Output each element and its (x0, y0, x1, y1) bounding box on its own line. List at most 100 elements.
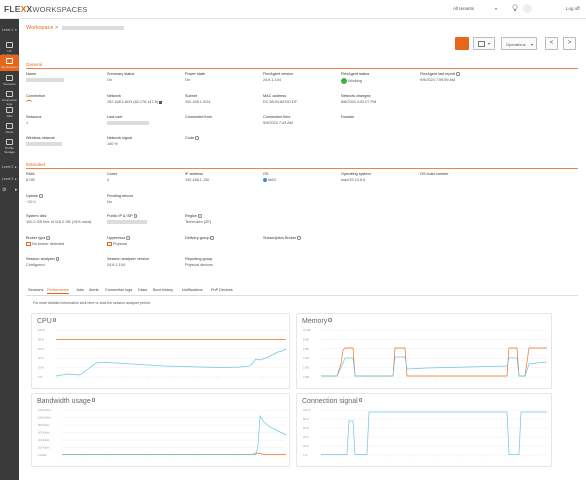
sidebar-item-label: Workspaces (1, 65, 18, 69)
info-icon[interactable] (210, 236, 214, 240)
sidebar-item-connection-logs[interactable]: Connection logs (0, 89, 19, 106)
field-label: Sessions (26, 115, 42, 119)
tenant-selector[interactable]: All tenants (453, 6, 475, 11)
info-icon[interactable] (126, 236, 130, 240)
breadcrumb-separator: > (54, 25, 59, 31)
sidebar-item-workspaces[interactable]: Workspaces (0, 55, 19, 71)
field-label: Network signal (107, 136, 132, 140)
y-tick: 100 % (38, 328, 46, 332)
operations-dropdown[interactable]: Operations ▾ (501, 37, 537, 50)
broker-text: No broker detected (32, 242, 65, 246)
field-value: 9/9/2024 7:59:59 AM (420, 78, 456, 82)
os-text: MAC (268, 178, 277, 182)
field-label: Subscription Broker (263, 236, 301, 240)
signal-chart-svg: 100 % 80 % 60 % 40 % 20 % 0 % (303, 408, 548, 457)
hypervisor-text: Physical (113, 242, 128, 246)
field-value-redacted (26, 78, 64, 82)
field-subscription-broker: Subscription Broker (263, 236, 301, 240)
field-label: Summary status (107, 72, 135, 76)
y-gridlines (321, 409, 548, 456)
field-label: OS build number (420, 172, 449, 176)
field-region: Region Terneuzen (ZE) (185, 214, 211, 224)
storage-icon (6, 139, 13, 145)
edit-icon[interactable] (159, 100, 163, 104)
info-icon[interactable] (198, 214, 202, 218)
y-tick: 400 Kbit/s (38, 438, 50, 442)
y-tick: 0 % (303, 453, 308, 457)
info-icon[interactable] (456, 72, 460, 76)
tab-alerts[interactable]: Alerts (89, 288, 99, 292)
lightbulb-icon[interactable] (512, 4, 518, 12)
next-button[interactable]: > (563, 37, 576, 50)
field-value-redacted (107, 121, 149, 125)
hypervisor-icon (107, 242, 112, 246)
y-tick: 20 % (303, 444, 310, 448)
logoff-link[interactable]: Log off (566, 6, 580, 11)
info-icon[interactable] (52, 318, 57, 322)
field-flexagent-status: FlexAgent status Working (341, 72, 369, 84)
sidebar-item-profile-storage[interactable]: Profile Storage (0, 137, 19, 154)
info-icon[interactable] (328, 318, 332, 322)
alert-icon (6, 123, 13, 129)
sidebar-item-jobs[interactable]: Jobs (0, 105, 19, 120)
field-label-text: Uptime (26, 194, 39, 198)
field-label: Session analyzer (26, 257, 60, 261)
info-icon[interactable] (358, 398, 363, 402)
sidebar-level-1[interactable]: Level 1 ▾ (2, 28, 17, 32)
info-icon[interactable] (46, 236, 50, 240)
field-label-text: Delivery group (185, 236, 210, 240)
y-tick: 200 Kbit/s (38, 446, 50, 450)
settings-menu[interactable]: ⚙ ▸ (2, 187, 18, 193)
tab-notifications[interactable]: Notifications (182, 288, 203, 292)
field-value-redacted (26, 142, 62, 146)
cpu-chart-svg: 100 % 80 % 60 % 40 % 20 % 0 % (38, 328, 287, 379)
x-tick-marks (61, 455, 283, 457)
sessions-icon (6, 75, 13, 81)
field-flexagent-last-report: FlexAgent last report 9/9/2024 7:59:59 A… (420, 72, 460, 82)
field-sessions: Sessions 1 (26, 115, 41, 125)
tab-jobs[interactable]: Jobs (76, 288, 85, 292)
y-tick: 1000 Kbit/s (38, 416, 52, 420)
view-selector-button[interactable]: ▾ (473, 37, 495, 50)
field-label-text: Public IP & ISP (107, 214, 133, 218)
previous-button[interactable]: < (545, 37, 558, 50)
y-tick-labels: 10 GB 8 GB 6 GB 4 GB 2 GB 0 GB (303, 328, 311, 379)
field-label: Session analyzer version (107, 257, 150, 261)
y-tick-labels: 100 % 80 % 60 % 40 % 20 % 0 % (38, 328, 46, 379)
sidebar-item-ux-dashboard[interactable]: UX Dashboard (0, 40, 19, 57)
sidebar-level-label: Level 2 (2, 165, 14, 169)
chart-title-text: Connection signal (302, 398, 358, 405)
breadcrumb-root[interactable]: Workspace (26, 25, 54, 31)
tab-boot-history[interactable]: Boot history (153, 288, 174, 292)
user-avatar[interactable] (523, 4, 532, 13)
tab-performance[interactable]: Performance (47, 288, 69, 294)
sidebar-item-sessions[interactable]: Sessions (0, 73, 19, 88)
sidebar-item-alerts[interactable]: Alerts (0, 121, 19, 136)
tab-disks[interactable]: Disks (138, 288, 148, 292)
tab-connection-logs[interactable]: Connection logs (105, 288, 133, 292)
app-logo[interactable]: FLEXXWORKSPACES (4, 4, 88, 14)
info-icon[interactable] (91, 398, 96, 402)
performance-hint: For more detailed information click here… (33, 301, 150, 305)
info-icon[interactable] (133, 214, 138, 218)
field-value: Working (341, 78, 369, 84)
primary-action-button[interactable] (455, 37, 469, 50)
sidebar-item-label: Sessions (3, 82, 16, 86)
chevron-down-icon[interactable]: ▾ (495, 6, 498, 11)
info-icon[interactable] (195, 136, 199, 140)
sidebar-level-2[interactable]: Level 2 ▸ (2, 165, 17, 169)
field-label: MAC address (263, 94, 287, 98)
field-power-state: Power state On (185, 72, 205, 82)
section-divider (26, 168, 578, 169)
sidebar-level-3[interactable]: Level 3 ▸ (2, 177, 17, 181)
info-icon[interactable] (55, 257, 60, 261)
tab-pnp-devices[interactable]: PnP Devices (211, 288, 233, 292)
field-label: Uptime (26, 194, 43, 198)
info-icon[interactable] (39, 194, 43, 198)
info-icon[interactable] (297, 236, 301, 240)
tab-sessions[interactable]: Sessions (28, 288, 44, 292)
field-label: Network changed (341, 94, 371, 98)
field-system-disk: System disk 100.2 GB free of 118.2 GB (1… (26, 214, 91, 224)
field-label: Name (26, 72, 37, 76)
sidebar-level-label: Level 1 (2, 28, 14, 32)
